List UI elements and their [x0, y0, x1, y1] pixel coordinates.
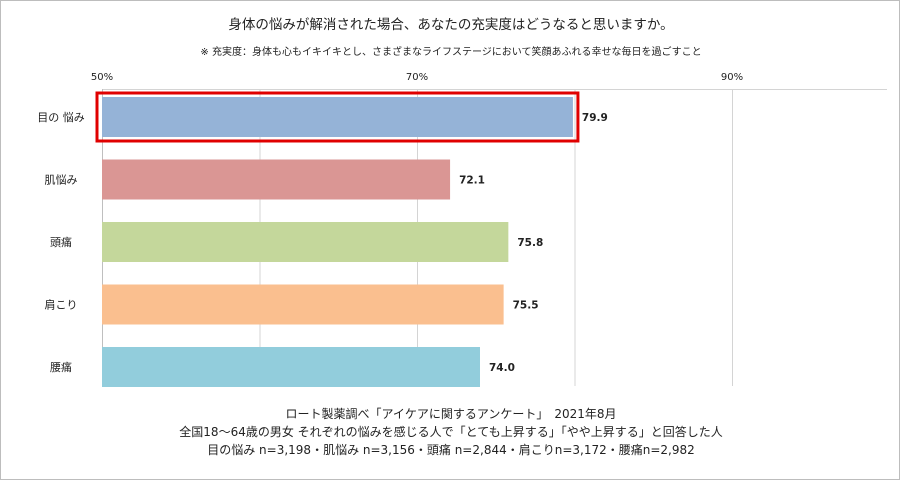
category-label: 肌悩み	[45, 173, 78, 187]
bar	[102, 222, 509, 262]
footer-source: ロート製薬調べ「アイケアに関するアンケート」 2021年8月	[285, 407, 617, 421]
x-tick-label: 70%	[406, 72, 428, 83]
data-label: 72.1	[459, 175, 485, 187]
category-label: 腰痛	[50, 360, 72, 374]
footer-respondents: 全国18～64歳の男女 それぞれの悩みを感じる人で「とても上昇する」「やや上昇す…	[179, 425, 723, 439]
bar	[102, 347, 480, 387]
data-label: 75.8	[517, 237, 543, 249]
category-label: 目の 悩み	[37, 110, 85, 124]
data-label: 79.9	[582, 112, 608, 124]
category-label: 頭痛	[50, 235, 72, 249]
bar	[102, 284, 504, 325]
highlight-box	[95, 91, 580, 143]
bar	[102, 159, 451, 200]
chart-footer: ロート製薬調べ「アイケアに関するアンケート」 2021年8月 全国18～64歳の…	[1, 405, 900, 459]
x-tick-label: 50%	[91, 72, 113, 83]
x-tick-label: 90%	[721, 72, 743, 83]
bar	[102, 97, 573, 137]
footer-sample-sizes: 目の悩み n=3,198・肌悩み n=3,156・頭痛 n=2,844・肩こりn…	[207, 443, 695, 457]
data-label: 74.0	[489, 362, 515, 374]
chart-title: 身体の悩みが解消された場合、あなたの充実度はどうなると思いますか。	[228, 17, 674, 33]
data-label: 75.5	[513, 300, 539, 312]
category-label: 肩こり	[45, 298, 78, 312]
chart-subtitle: ※ 充実度：身体も心もイキイキとし、さまざまなライフステージにおいて笑顔あふれる…	[200, 47, 702, 58]
